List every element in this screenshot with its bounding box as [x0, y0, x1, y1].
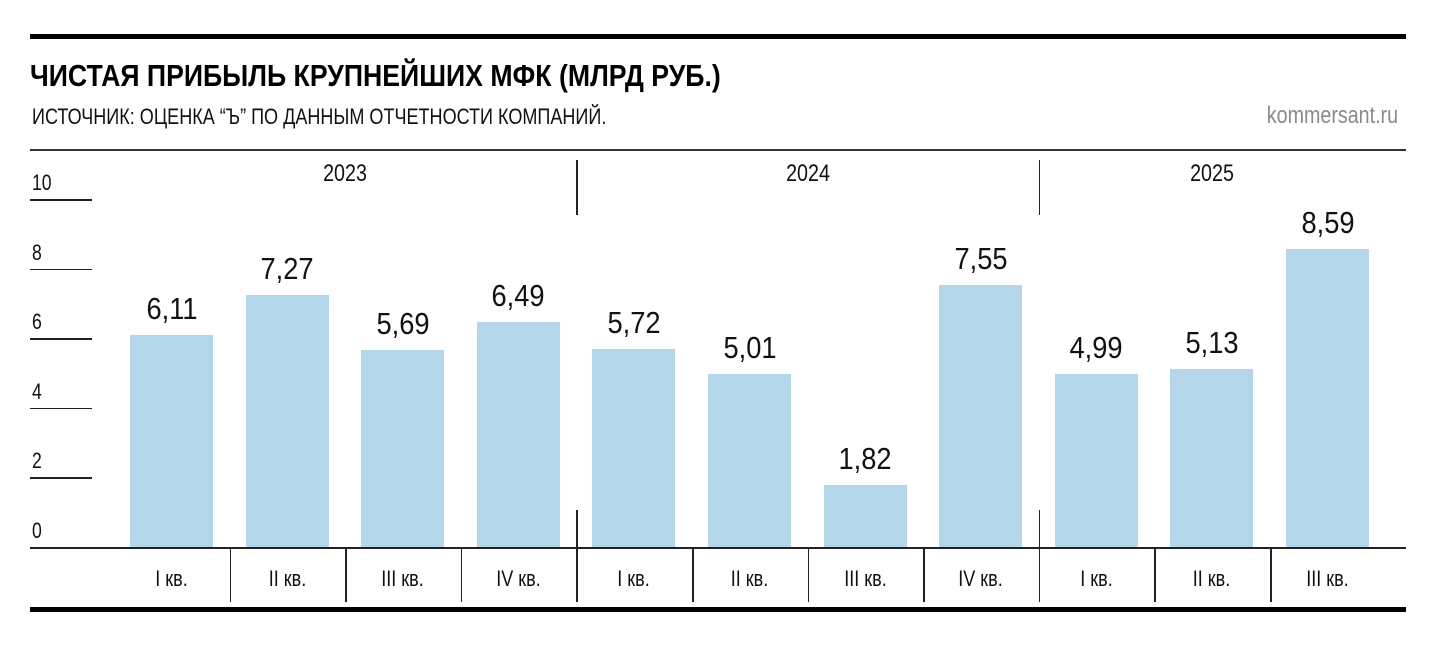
y-tick-line [30, 407, 92, 410]
bar-value-label: 5,13 [1185, 325, 1239, 361]
bar-value-label: 6,49 [491, 278, 545, 314]
quarter-label: IV кв. [496, 566, 541, 591]
year-label: 2023 [323, 160, 368, 187]
y-tick-label: 6 [32, 309, 42, 335]
quarter-label: II кв. [268, 566, 306, 591]
bar-value-label: 5,72 [607, 304, 661, 340]
quarter-separator [1270, 548, 1272, 602]
year-separator [576, 510, 578, 602]
quarter-label: IV кв. [958, 566, 1003, 591]
y-tick-label: 2 [32, 448, 42, 474]
bar[interactable] [592, 348, 676, 548]
y-tick-label: 4 [32, 378, 42, 404]
quarter-label: II кв. [730, 566, 769, 591]
quarter-separator [692, 548, 694, 602]
bar-value-label: 6,11 [145, 291, 198, 327]
year-label: 2025 [1190, 160, 1235, 187]
bar[interactable] [361, 349, 445, 548]
bar[interactable] [1170, 369, 1254, 548]
bar[interactable] [823, 484, 907, 548]
quarter-label: III кв. [843, 566, 887, 591]
quarter-label: I кв. [1080, 566, 1113, 591]
year-label: 2024 [785, 160, 830, 187]
bar[interactable] [245, 295, 329, 548]
quarter-separator [923, 548, 925, 602]
quarter-label: III кв. [381, 566, 424, 591]
bar[interactable] [1054, 374, 1138, 548]
quarter-separator [345, 548, 347, 602]
quarter-label: I кв. [155, 566, 188, 591]
bar[interactable] [939, 285, 1023, 548]
top-rule [30, 34, 1406, 39]
y-tick-line [30, 338, 92, 340]
bar-value-label: 1,82 [838, 440, 892, 476]
bar[interactable] [130, 335, 213, 548]
bar-value-label: 7,27 [260, 251, 314, 286]
quarter-separator [807, 548, 810, 602]
year-header-separator [576, 160, 578, 215]
y-tick-line [30, 477, 92, 479]
year-separator [1038, 510, 1041, 602]
y-tick-line [30, 268, 92, 271]
bar-value-label: 5,01 [722, 329, 777, 365]
chart-source: ИСТОЧНИК: ОЦЕНКА “Ъ” ПО ДАННЫМ ОТЧЕТНОСТ… [32, 104, 607, 129]
year-header-separator [1038, 160, 1041, 215]
bottom-rule [30, 607, 1406, 612]
header-divider [30, 149, 1406, 151]
quarter-label: I кв. [617, 566, 651, 591]
bar-value-label: 8,59 [1300, 205, 1355, 241]
bar-value-label: 4,99 [1069, 330, 1123, 366]
x-axis-line [30, 547, 1406, 549]
bar[interactable] [476, 322, 560, 548]
quarter-separator [460, 548, 463, 602]
bar[interactable] [708, 373, 791, 548]
bar-value-label: 7,55 [954, 241, 1008, 277]
brand-link[interactable]: kommersant.ru [1266, 102, 1398, 129]
chart-title: ЧИСТАЯ ПРИБЫЛЬ КРУПНЕЙШИХ МФК (МЛРД РУБ.… [30, 58, 721, 93]
quarter-separator [229, 548, 232, 602]
quarter-label: III кв. [1306, 566, 1349, 591]
y-tick-label: 0 [32, 518, 42, 543]
quarter-label: II кв. [1193, 566, 1231, 591]
y-tick-line [30, 199, 92, 201]
y-tick-label: 10 [32, 170, 52, 195]
quarter-separator [1154, 548, 1156, 602]
bar-value-label: 5,69 [376, 305, 430, 341]
bar[interactable] [1286, 249, 1369, 548]
y-tick-label: 8 [32, 239, 42, 265]
